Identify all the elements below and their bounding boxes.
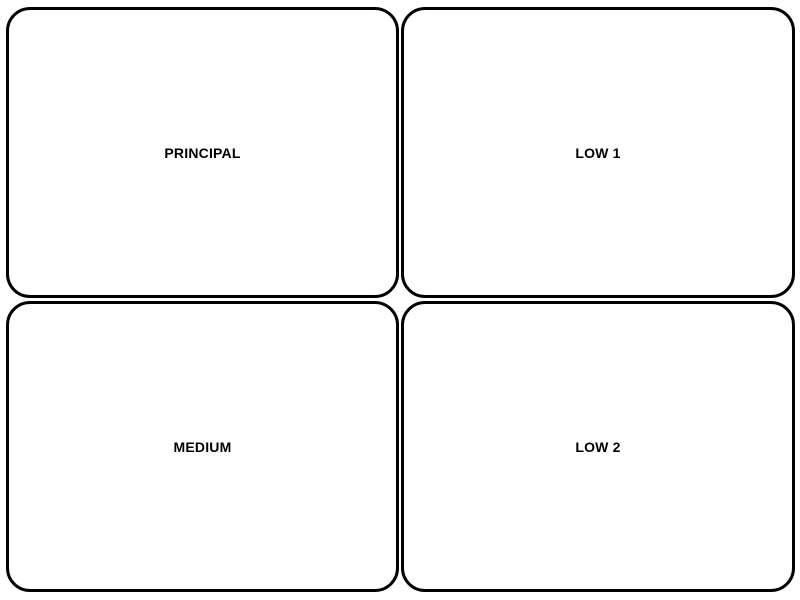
panel-label: MEDIUM — [173, 438, 232, 455]
panel-principal: PRINCIPAL — [6, 7, 399, 298]
panel-low-2: LOW 2 — [401, 301, 795, 592]
panel-label: LOW 1 — [575, 144, 621, 161]
panel-label: PRINCIPAL — [164, 144, 241, 161]
panel-low-1: LOW 1 — [401, 7, 795, 298]
panel-label: LOW 2 — [575, 438, 621, 455]
panel-medium: MEDIUM — [6, 301, 399, 592]
